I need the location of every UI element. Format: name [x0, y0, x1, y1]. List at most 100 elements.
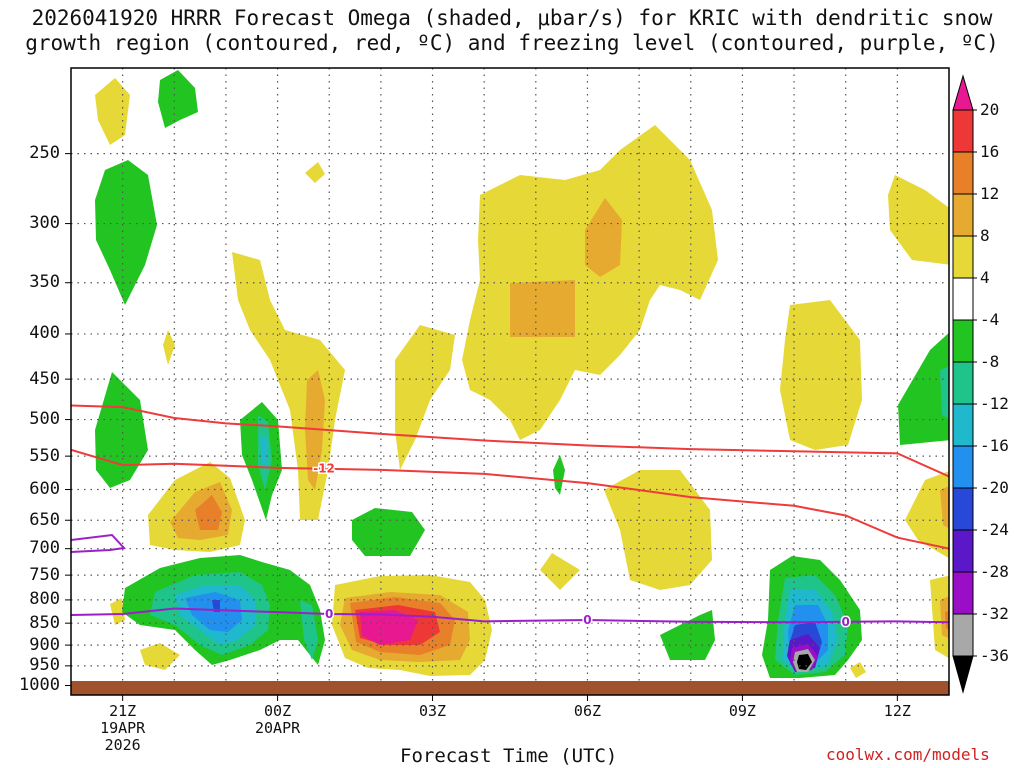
colorbar-bin — [952, 445, 974, 489]
omega-area-8-12 — [510, 280, 575, 337]
credit-link[interactable]: coolwx.com/models — [826, 745, 990, 764]
omega-area-4-8 — [462, 125, 718, 440]
colorbar-label: -4 — [980, 310, 1000, 329]
colorbar-bin — [952, 403, 974, 447]
omega-area-4-8 — [850, 662, 866, 678]
freezing-level-contour — [71, 607, 949, 624]
dgz-contour-lower — [71, 448, 949, 550]
colorbar-bin — [952, 109, 974, 153]
omega-shading — [95, 70, 949, 678]
omega-area-4-8 — [540, 553, 580, 590]
omega-area-4-8 — [905, 471, 949, 559]
y-tick-label: 600 — [29, 479, 60, 500]
y-tick-label: 450 — [29, 368, 60, 389]
freezing-level-contour-label: 0 — [583, 613, 591, 627]
ground-strip — [71, 681, 949, 695]
colorbar-bin — [952, 235, 974, 279]
omega-area-8-12 — [585, 198, 622, 277]
x-tick-label: 03Z — [418, 702, 447, 720]
omega-area-gt20 — [360, 610, 418, 645]
omega-area-12-16 — [945, 610, 949, 630]
y-tick-label: 800 — [29, 589, 60, 610]
colorbar-label: 4 — [980, 268, 990, 287]
omega-area-m12-m16 — [260, 435, 268, 470]
x-tick-label: 00Z — [264, 702, 292, 720]
x-tick-label: 12Z — [883, 702, 911, 720]
omega-area-m4-m8 — [352, 508, 425, 556]
x-tick-date: 20APR — [255, 719, 301, 737]
y-tick-label: 700 — [29, 538, 60, 559]
y-tick-label: 400 — [29, 323, 60, 344]
omega-area-4-8 — [140, 643, 180, 670]
colorbar-bin — [952, 319, 974, 363]
colorbar-bin — [952, 529, 974, 573]
omega-area-4-8 — [604, 470, 712, 590]
colorbar-label: 8 — [980, 226, 990, 245]
freezing-level-contour-edge — [71, 533, 127, 553]
colorbar-label: -24 — [980, 520, 1009, 539]
x-tick-label: 06Z — [573, 702, 602, 720]
colorbar-bin — [952, 613, 974, 657]
y-tick-label: 850 — [29, 612, 60, 633]
colorbar-bin — [952, 487, 974, 531]
omega-area-4-8 — [930, 575, 949, 659]
colorbar-bin — [952, 277, 974, 321]
omega-area-12-16 — [195, 495, 222, 530]
omega-area-m8-m12 — [300, 600, 318, 660]
colorbar-bin — [952, 151, 974, 195]
omega-area-8-12 — [940, 486, 949, 529]
y-tick-label: 750 — [29, 564, 60, 585]
colorbar-label: -8 — [980, 352, 1000, 371]
title-line-2: growth region (contoured, red, ºC) and f… — [25, 31, 999, 55]
colorbar-label: 20 — [980, 100, 1000, 119]
omega-area-4-8 — [780, 300, 862, 450]
chart-title: 2026041920 HRRR Forecast Omega (shaded, … — [0, 6, 1024, 56]
omega-area-4-8 — [163, 330, 175, 365]
x-tick-label: 21Z — [109, 702, 137, 720]
y-tick-label: 950 — [29, 655, 60, 676]
x-tick-year: 2026 — [104, 736, 141, 754]
plot-frame — [70, 67, 950, 696]
omega-area-m4-m8 — [660, 610, 715, 660]
omega-area-m4-m8 — [553, 455, 565, 495]
y-tick-label: 1000 — [19, 675, 60, 696]
colorbar-arrow-bottom — [952, 655, 974, 694]
colorbar-label: -28 — [980, 562, 1009, 581]
omega-area-4-8 — [232, 252, 345, 520]
y-tick-label: 250 — [29, 143, 60, 164]
dgz-contour-upper — [71, 404, 949, 478]
colorbar-label: -32 — [980, 604, 1009, 623]
y-tick-label: 550 — [29, 445, 60, 466]
contours: -12 0 0 0 — [71, 404, 949, 630]
x-tick-date: 19APR — [100, 719, 146, 737]
colorbar — [952, 74, 977, 694]
colorbar-bin — [952, 571, 974, 615]
colorbar-label: -20 — [980, 478, 1009, 497]
x-tick-label: 09Z — [728, 702, 756, 720]
freezing-level-contour-label: 0 — [842, 615, 850, 629]
omega-area-m4-m8 — [95, 160, 157, 305]
omega-area-4-8 — [95, 78, 130, 145]
omega-area-4-8 — [395, 325, 455, 470]
omega-area-m16-m20 — [185, 592, 242, 632]
colorbar-label: 12 — [980, 184, 1000, 203]
omega-area-m4-m8 — [95, 372, 148, 488]
omega-area-lt-m36 — [797, 654, 812, 670]
y-tick-label: 500 — [29, 409, 60, 430]
colorbar-label: -36 — [980, 646, 1009, 665]
y-tick-label: 650 — [29, 509, 60, 530]
colorbar-label: -12 — [980, 394, 1009, 413]
colorbar-arrow-top — [952, 74, 974, 111]
y-tick-label: 300 — [29, 213, 60, 234]
omega-area-4-8 — [110, 598, 125, 625]
omega-area-m4-m8 — [898, 332, 949, 445]
omega-area-m4-m8 — [158, 70, 198, 128]
omega-area-4-8 — [888, 175, 949, 265]
colorbar-bin — [952, 361, 974, 405]
y-tick-label: 900 — [29, 634, 60, 655]
freezing-level-contour-label: 0 — [325, 607, 333, 621]
y-tick-label: 350 — [29, 272, 60, 293]
title-line-1: 2026041920 HRRR Forecast Omega (shaded, … — [31, 6, 993, 30]
colorbar-label: -16 — [980, 436, 1009, 455]
